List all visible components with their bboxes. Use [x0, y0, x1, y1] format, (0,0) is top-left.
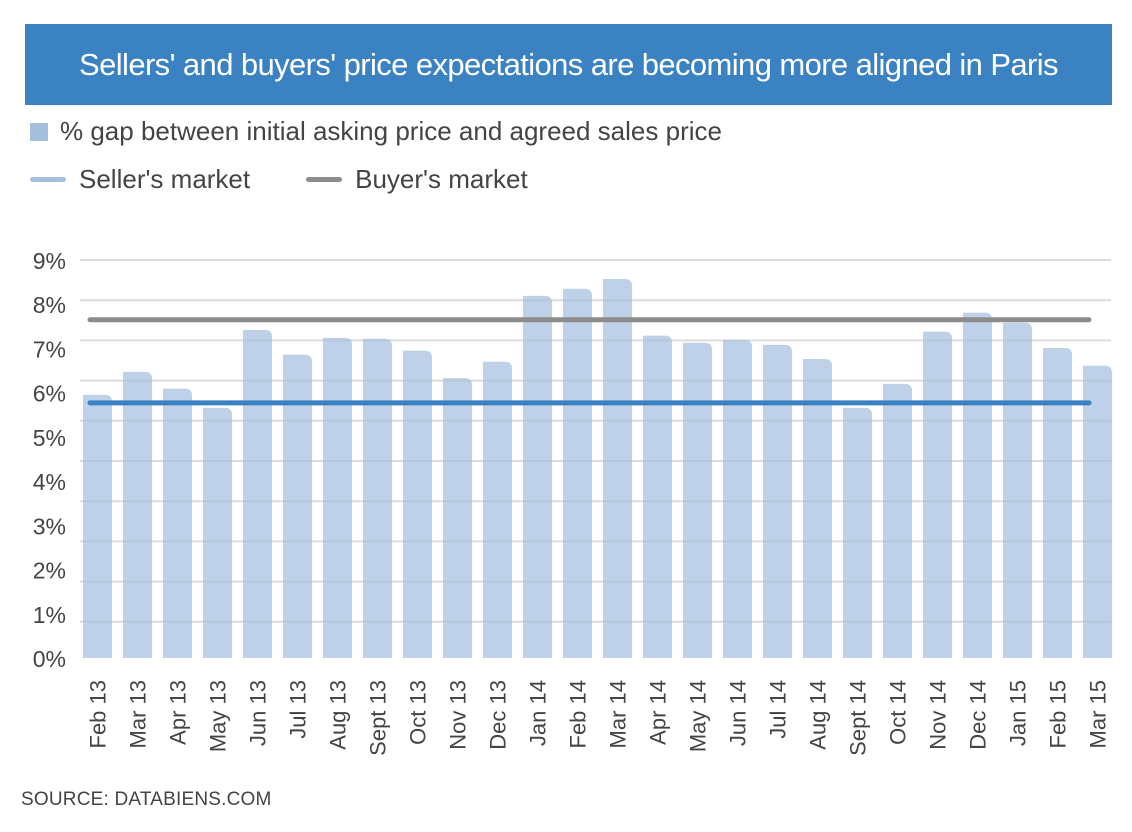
x-tick-label: Feb 15 [1046, 680, 1071, 749]
bar-mar-15 [1083, 365, 1112, 658]
x-tick-label: Aug 13 [326, 680, 351, 750]
bar-may-13 [203, 407, 232, 658]
x-tick-label: Sept 14 [846, 680, 871, 756]
y-tick-label: 3% [33, 513, 66, 539]
gridlines [80, 259, 1111, 623]
bar-mar-13 [123, 371, 152, 658]
x-tick-label: Jul 14 [766, 680, 791, 739]
x-tick-label: Dec 14 [966, 680, 991, 750]
x-tick-label: Jun 14 [726, 680, 751, 746]
y-tick-label: 1% [33, 602, 66, 628]
x-tick-label: Apr 13 [166, 680, 191, 745]
bar-jun-13 [243, 329, 272, 658]
chart-title: Sellers' and buyers' price expectations … [79, 46, 1059, 82]
y-tick-label: 8% [33, 292, 66, 318]
x-tick-label: Mar 14 [606, 680, 631, 748]
bars [83, 279, 1112, 658]
x-tick-label: Jan 14 [526, 680, 551, 746]
x-tick-label: Jul 13 [286, 680, 311, 739]
bar-jun-14 [723, 340, 752, 658]
x-tick-label: Nov 13 [446, 680, 471, 750]
x-tick-label: Sept 13 [366, 680, 391, 756]
bar-apr-13 [163, 388, 192, 658]
y-tick-label: 9% [33, 248, 66, 274]
legend-seller-label: Seller's market [79, 164, 251, 194]
y-tick-label: 2% [33, 558, 66, 584]
legend-buyer-swatch [306, 177, 343, 182]
y-tick-label: 7% [33, 336, 66, 362]
bar-jul-13 [283, 354, 312, 658]
x-tick-label: May 14 [686, 680, 711, 752]
x-axis-ticks: Feb 13 Mar 13 Apr 13 May 13 Jun 13 Jul 13 Aug … [86, 680, 1111, 756]
bar-oct-13 [403, 350, 432, 658]
x-tick-label: Mar 13 [126, 680, 151, 748]
bar-sept-14 [843, 407, 872, 658]
x-tick-label: Mar 15 [1086, 680, 1111, 748]
bar-aug-14 [803, 359, 832, 658]
x-tick-label: Feb 14 [566, 680, 591, 749]
bar-feb-13 [83, 394, 112, 658]
bar-jan-14 [523, 295, 552, 658]
x-tick-label: Oct 13 [406, 680, 431, 745]
y-tick-label: 6% [33, 381, 66, 407]
legend-item-seller: Seller's market [30, 164, 250, 195]
bar-dec-14 [963, 312, 992, 658]
source-note: SOURCE: DATABIENS.COM [21, 789, 272, 810]
bar-nov-14 [923, 331, 952, 658]
x-tick-label: Dec 13 [486, 680, 511, 750]
legend-item-buyer: Buyer's market [306, 164, 528, 195]
legend-buyer-label: Buyer's market [355, 164, 528, 194]
bar-jul-14 [763, 344, 792, 658]
y-tick-label: 0% [33, 646, 66, 672]
bar-apr-14 [643, 335, 672, 658]
bar-dec-13 [483, 361, 512, 658]
bar-nov-13 [443, 378, 472, 658]
x-tick-label: May 13 [206, 680, 231, 752]
bar-feb-15 [1043, 348, 1072, 658]
bar-sept-13 [363, 338, 392, 658]
x-tick-label: Oct 14 [886, 680, 911, 745]
bar-feb-14 [563, 288, 592, 658]
y-tick-label: 4% [33, 469, 66, 495]
x-tick-label: Feb 13 [86, 680, 111, 749]
x-tick-label: Nov 14 [926, 680, 951, 750]
bar-mar-14 [603, 279, 632, 658]
bar-aug-13 [323, 337, 352, 658]
y-tick-label: 5% [33, 425, 66, 451]
legend-bar-swatch [30, 122, 48, 141]
x-tick-label: Apr 14 [646, 680, 671, 745]
x-tick-label: Jan 15 [1006, 680, 1031, 746]
chart-title-banner: Sellers' and buyers' price expectations … [25, 24, 1112, 105]
bar-may-14 [683, 342, 712, 658]
legend-bars-label: % gap between initial asking price and a… [60, 116, 722, 146]
x-tick-label: Aug 14 [806, 680, 831, 750]
x-tick-label: Jun 13 [246, 680, 271, 746]
y-axis-ticks: 0% 1% 2% 3% 4% 5% 6% 7% 8% 9% [33, 248, 66, 672]
legend-seller-swatch [30, 177, 66, 182]
bar-oct-14 [883, 383, 912, 658]
legend-bars: % gap between initial asking price and a… [30, 116, 722, 147]
reference-lines [87, 317, 1092, 406]
legend-lines: Seller's market Buyer's market [30, 164, 528, 195]
bar-jan-15 [1003, 322, 1032, 658]
